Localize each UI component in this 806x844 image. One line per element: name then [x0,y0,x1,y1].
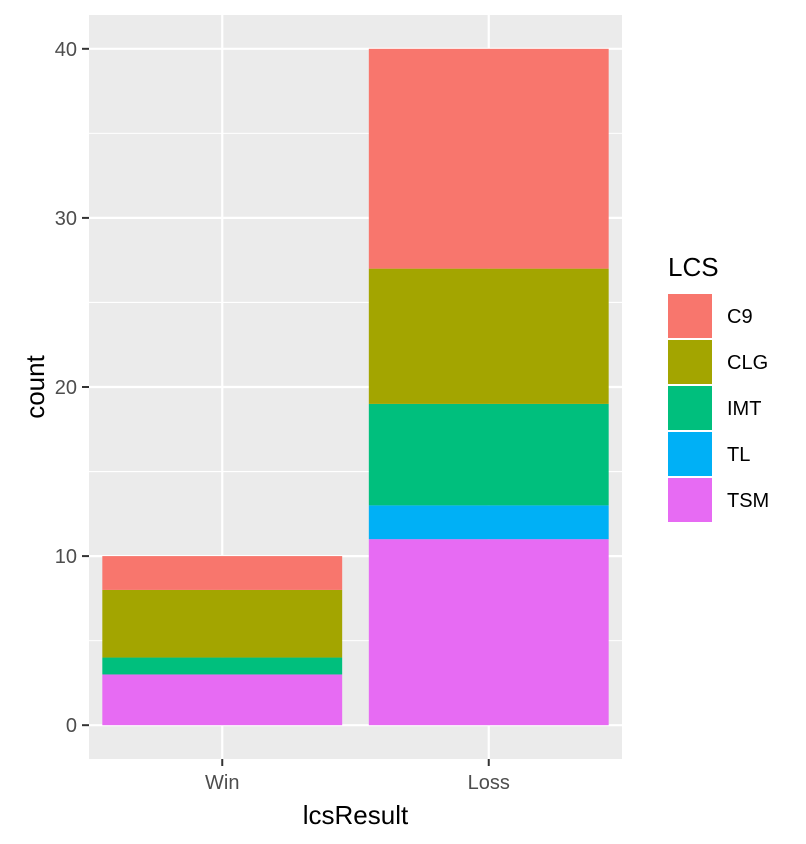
y-tick-label: 40 [55,39,77,61]
bar-segment-win-tsm [102,674,343,726]
x-tick-label: Win [205,772,239,794]
legend-key-clg [668,340,712,384]
legend-label-imt: IMT [727,398,761,420]
y-tick-label: 0 [66,715,77,737]
bar-segment-loss-tl [368,505,609,540]
y-tick-label: 20 [55,377,77,399]
legend-key-tsm [668,478,712,522]
bar-segment-win-imt [102,657,343,675]
bar-segment-win-c9 [102,556,343,590]
bar-segment-win-clg [102,589,343,658]
legend-label-tl: TL [727,444,750,466]
axes: 0 10 20 30 40 Win Loss [55,39,510,794]
bar-segment-loss-imt [368,403,609,506]
legend-title: LCS [668,252,719,282]
legend-key-c9 [668,294,712,338]
y-tick-label: 30 [55,208,77,230]
legend-key-imt [668,386,712,430]
bar-segment-loss-clg [368,268,609,404]
legend-label-tsm: TSM [727,490,769,512]
legend-label-c9: C9 [727,306,753,328]
legend-label-clg: CLG [727,352,768,374]
bar-segment-loss-c9 [368,48,609,269]
x-axis-title: lcsResult [303,800,409,830]
x-tick-label: Loss [468,772,510,794]
legend-key-tl [668,432,712,476]
legend: LCS C9 CLG IMT TL TSM [668,252,769,522]
bars [102,48,609,726]
y-axis-title: count [20,354,50,418]
y-tick-label: 10 [55,546,77,568]
bar-segment-loss-tsm [368,539,609,726]
